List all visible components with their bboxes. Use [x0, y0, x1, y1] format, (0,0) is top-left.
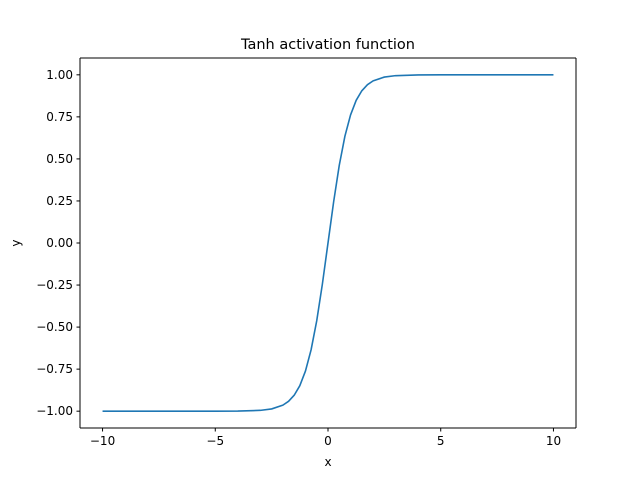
y-tick-label: −0.75	[36, 362, 73, 376]
y-axis-label: y	[9, 239, 23, 246]
x-tick-label: −5	[206, 434, 224, 448]
x-tick-label: 10	[546, 434, 561, 448]
y-tick-label: −0.50	[36, 320, 73, 334]
x-axis-label: x	[324, 455, 331, 469]
x-tick-label: 5	[437, 434, 445, 448]
y-tick-label: 1.00	[46, 68, 73, 82]
x-tick-label: 0	[324, 434, 332, 448]
y-tick-label: 0.00	[46, 236, 73, 250]
tick-layer: −10 −5 0 5 10 −1.00 −0.75 −0.50 −0.25 0.00 0.25 0.5…	[36, 68, 561, 448]
y-tick-label: −0.25	[36, 278, 73, 292]
chart-title: Tanh activation function	[240, 37, 415, 53]
y-tick-label: 0.50	[46, 152, 73, 166]
series-line	[102, 74, 554, 412]
y-tick-label: −1.00	[36, 404, 73, 418]
y-tick-label: 0.75	[46, 110, 73, 124]
y-tick-label: 0.25	[46, 194, 73, 208]
x-tick-label: −10	[90, 434, 115, 448]
series-layer	[102, 74, 554, 412]
